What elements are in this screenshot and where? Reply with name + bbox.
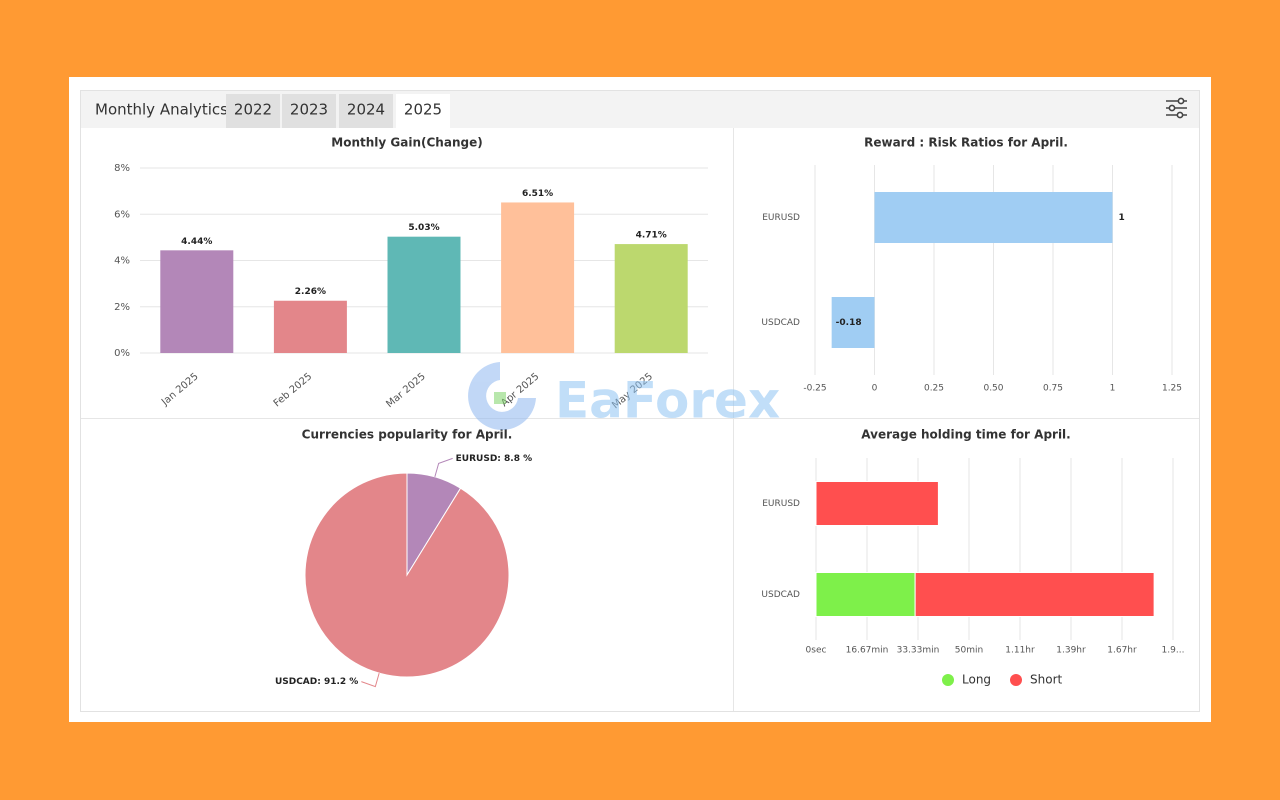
bar: [387, 236, 461, 353]
y-tick-label: EURUSD: [762, 499, 800, 509]
y-tick-label: USDCAD: [761, 590, 800, 600]
bar: [273, 300, 347, 353]
x-tick-label: 1.11hr: [1005, 646, 1035, 656]
x-tick-label: 0.25: [924, 384, 944, 394]
x-tick-label: 0: [872, 384, 878, 394]
tabs: 2022 2023 2024 2025: [226, 94, 450, 128]
x-tick-label: 1.39hr: [1056, 646, 1086, 656]
leader-line: [434, 457, 453, 478]
tab-bg[interactable]: [226, 94, 280, 128]
chart-title: Reward : Risk Ratios for April.: [864, 136, 1068, 150]
legend-label[interactable]: Short: [1030, 673, 1062, 687]
leader-line: [361, 672, 380, 688]
bar: [614, 244, 688, 353]
y-tick-label: 2%: [114, 302, 130, 313]
x-tick-label: 1.67hr: [1107, 646, 1137, 656]
tab-bg[interactable]: [282, 94, 336, 128]
tab[interactable]: 2025: [404, 101, 442, 119]
x-tick-label: 50min: [955, 646, 983, 656]
value-label: 1: [1119, 213, 1125, 223]
y-tick-label: 6%: [114, 209, 130, 220]
pie-slice: [304, 472, 510, 678]
bar-segment: [815, 481, 939, 526]
y-tick-label: 0%: [114, 348, 130, 359]
value-label: 4.71%: [636, 231, 667, 241]
tab-bg[interactable]: [396, 94, 450, 128]
x-tick-label: 1: [1110, 384, 1116, 394]
x-tick-label: 0.75: [1043, 384, 1063, 394]
bar: [831, 297, 875, 348]
x-tick-label: 0sec: [806, 646, 827, 656]
x-tick-label: 1.25: [1162, 384, 1182, 394]
bar-segment: [914, 572, 1155, 617]
x-tick-label: 33.33min: [897, 646, 940, 656]
tab[interactable]: 2024: [347, 101, 385, 119]
value-label: 6.51%: [522, 189, 553, 199]
value-label: 5.03%: [408, 223, 439, 233]
y-tick-label: 8%: [114, 163, 130, 174]
value-label: 2.26%: [295, 287, 326, 297]
header-title: Monthly Analytics: [95, 101, 228, 119]
filter-icon[interactable]: [1166, 97, 1187, 119]
y-tick-label: 4%: [114, 256, 130, 267]
value-label: USDCAD: 91.2 %: [275, 677, 358, 687]
bar: [874, 192, 1113, 243]
bar: [160, 250, 234, 353]
value-label: -0.18: [836, 318, 862, 328]
x-tick-label: 16.67min: [846, 646, 889, 656]
bar: [501, 202, 575, 353]
tab[interactable]: 2022: [234, 101, 272, 119]
bar-segment: [815, 572, 916, 617]
x-tick-label: -0.25: [803, 384, 826, 394]
watermark: EaForex: [468, 362, 780, 430]
y-tick-label: EURUSD: [762, 213, 800, 223]
value-label: 4.44%: [181, 237, 212, 247]
x-tick-label: 0.50: [983, 384, 1003, 394]
legend-marker[interactable]: [1010, 674, 1022, 686]
y-tick-label: USDCAD: [761, 318, 800, 328]
tab[interactable]: 2023: [290, 101, 328, 119]
chart-title: Currencies popularity for April.: [302, 428, 513, 442]
tab-bg[interactable]: [339, 94, 393, 128]
watermark-text: EaForex: [555, 372, 780, 430]
legend-label[interactable]: Long: [962, 673, 991, 687]
chart-title: Monthly Gain(Change): [331, 136, 482, 150]
x-tick-label: 1.9...: [1162, 646, 1185, 656]
legend-marker[interactable]: [942, 674, 954, 686]
chart-title: Average holding time for April.: [861, 428, 1070, 442]
value-label: EURUSD: 8.8 %: [456, 454, 532, 464]
